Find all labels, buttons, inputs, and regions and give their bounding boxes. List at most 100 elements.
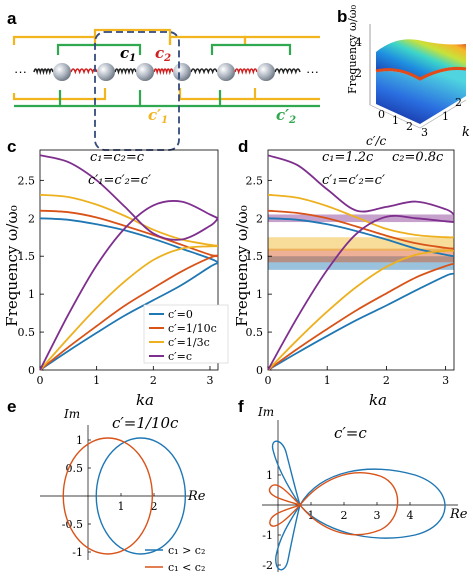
d-xlabel: ka [369,391,387,409]
series-line-7 [267,154,455,216]
c-legend: c′=0 c′=1/10c c′=1/3c c′=c [143,304,229,364]
series-line-4 [39,245,218,371]
panel-c-letter: c [7,137,16,156]
yellow-connection-top-1 [12,35,97,45]
plot-frame [39,149,219,371]
panel-d-letter: d [238,137,248,156]
unit-cell-box [94,31,180,151]
green-connection-top-2 [210,43,292,55]
spring-4 [190,68,218,75]
degeneracy-line [375,67,467,81]
c-eq1: c₁=c₂=c [90,150,145,165]
b-ztick-4: 4 [355,36,362,49]
f-re-label: Re [449,507,468,522]
series-line-1 [267,217,455,258]
ytick-label-0: 0 [28,364,35,377]
b-xtick-0: 0 [378,108,385,121]
d-eq2: c₂=0.8c [392,150,444,165]
c-eq2: c′₁=c′₂=c′ [88,173,151,188]
label-c2-prime: c′2 [276,106,296,126]
upper-surface [376,39,466,78]
ytick-label-1: 0.5 [18,326,36,339]
b-ktick-2: 2 [455,96,462,109]
spring-2 [114,68,137,75]
ytick-label-3: 1.5 [18,250,36,263]
chart-e: 1 2-1-0.50.51 [40,425,190,560]
panel-a: a ··· ··· c1 c2 c′1 c′2 [7,9,320,151]
e-ytick-label-0: -1 [72,546,83,559]
spring-5 [234,68,258,75]
e-curve-0 [95,437,187,555]
series-line-7 [39,154,219,241]
mass-4 [217,63,235,81]
e-legend-label-0: c₁ > c₂ [168,544,205,557]
c-legend-label-0: c′=0 [168,308,193,321]
e-ytick-label-1: -0.5 [62,518,83,531]
left-ellipsis: ··· [14,64,27,79]
d-ylabel: Frequency ω/ω₀ [233,205,251,326]
label-c1-prime: c′1 [148,106,168,126]
panel-a-letter: a [7,9,17,28]
c-legend-label-3: c′=c [168,350,192,363]
lower-surface [376,69,466,124]
e-ytick-label-3: 1 [76,434,83,447]
panel-b: b 2 4 0 1 2 3 1 [337,4,470,148]
panel-c: c 0 0.5 1 1.5 2 2.5 0 1 2 3 Frequency ω/ω₀ ka c₁=… [3,137,229,409]
f-im-label: Im [257,405,274,419]
b-ylabel: Frequency ω/ω₀ [346,4,359,94]
f-ytick-label-2: 1 [266,469,273,482]
xtick-label-1: 1 [93,374,100,387]
xtick-label-2: 2 [150,374,157,387]
panel-e: e Im c′=1/10c Re 1 2-1-0.50.51 c₁ > c₂ c₁… [7,397,206,574]
ytick-label-0: 0 [256,364,263,377]
xtick-label-3: 3 [206,374,213,387]
ytick-label-4: 2 [256,212,263,225]
series-line-0 [267,272,455,371]
e-legend: c₁ > c₂ c₁ < c₂ [145,544,205,574]
ytick-label-2: 1 [256,288,263,301]
plot-frame [267,149,455,371]
d-eq3: c′₁=c′₂=c′ [322,173,385,188]
f-title: c′=c [334,424,367,442]
green-connection-top-1 [56,43,142,55]
spring-1 [70,68,98,75]
label-c1: c1 [120,44,136,64]
c-legend-label-1: c′=1/10c [168,322,217,335]
c-ylabel: Frequency ω/ω₀ [3,205,21,326]
series-line-2 [267,262,455,371]
b-ktick-1: 1 [442,110,449,123]
e-xtick-label-0: 1 [118,500,125,513]
spring-3 [153,68,174,76]
yellow-connection-top-4 [243,35,320,45]
b-xtick-3: 3 [421,126,428,139]
f-ytick-label-0: -2 [262,559,273,572]
xtick-label-2: 2 [383,374,390,387]
f-ytick-label-1: -1 [262,529,273,542]
ytick-label-5: 2.5 [18,174,36,187]
e-xtick-label-1: 2 [151,500,158,513]
f-xtick-label-3: 4 [407,509,414,522]
mass-1 [97,63,115,81]
f-curve-1 [268,472,399,536]
bandgap-0 [268,256,454,270]
xtick-label-0: 0 [265,374,272,387]
chart-d: 0 0.5 1 1.5 2 2.5 0 1 2 3 [246,149,455,387]
bandgap-2 [268,237,454,251]
b-xtick-1: 1 [392,114,399,127]
e-curve-1 [62,437,154,555]
series-line-6 [39,200,219,371]
bandgap-1 [268,248,454,263]
spring-6 [274,68,301,75]
b-ztick-2: 2 [355,67,362,80]
b-xlabel: c′/c [366,134,386,148]
f-curve-0 [271,440,446,571]
f-xtick-label-2: 3 [374,509,381,522]
series-line-5 [39,193,218,247]
chart-f: 1 2 3 4-2-11 [262,420,458,572]
series-line-6 [267,214,455,371]
panel-b-letter: b [337,7,347,26]
mass-2 [136,63,154,81]
yellow-connection-top-3 [168,35,247,45]
ytick-label-3: 1.5 [246,250,264,263]
c-legend-label-2: c′=1/3c [168,336,210,349]
